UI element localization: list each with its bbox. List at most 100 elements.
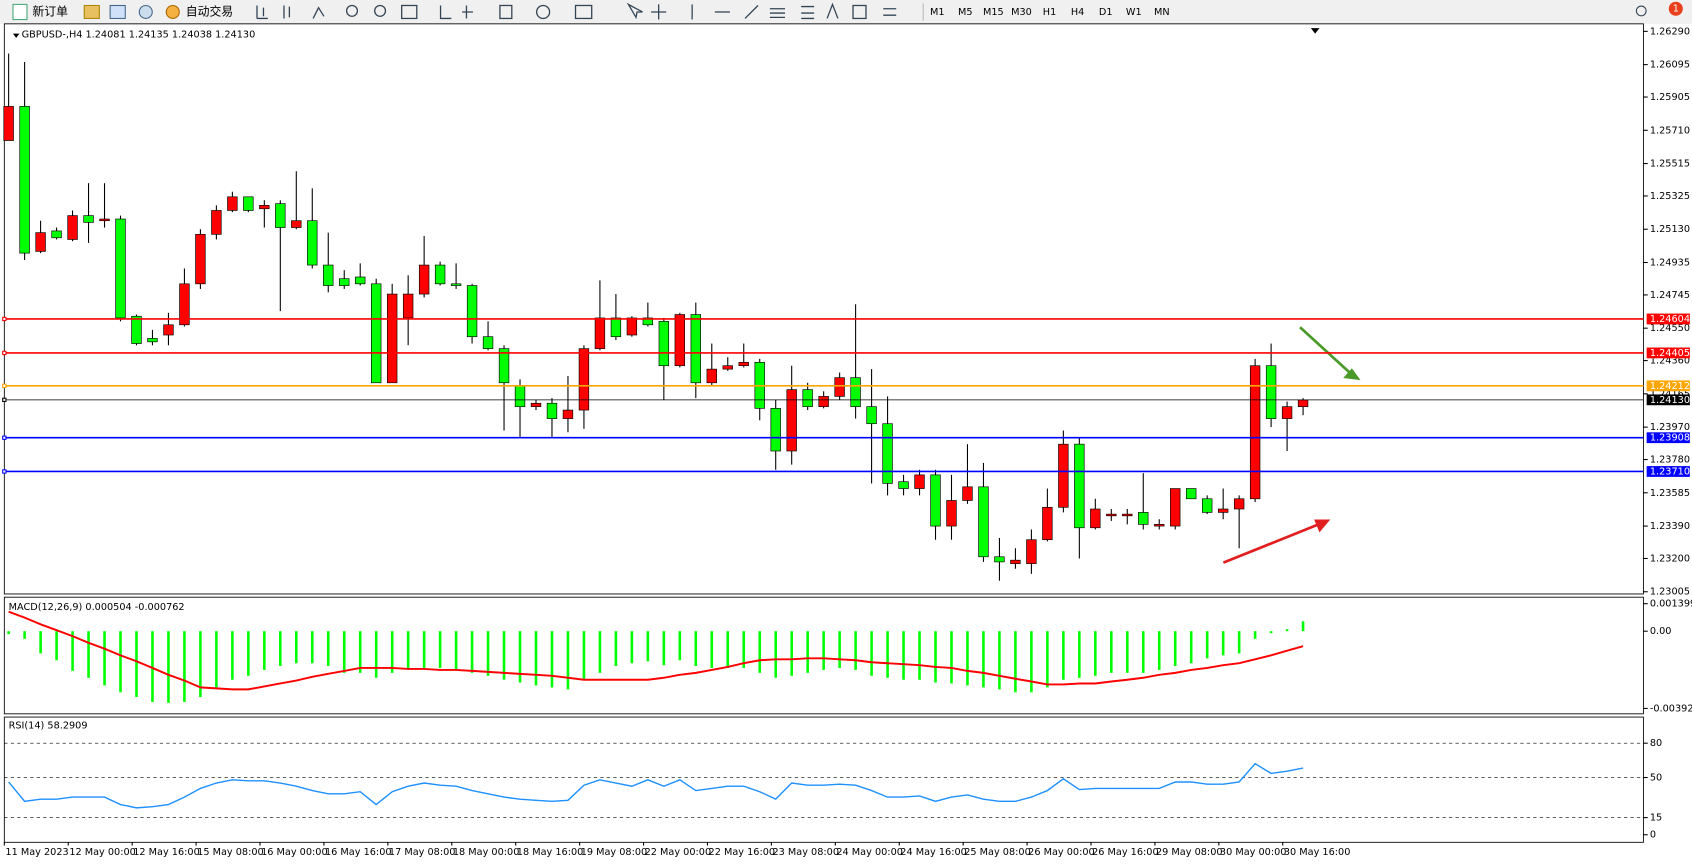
- macd-bar: [374, 631, 378, 678]
- x-tick-label: 26 May 00:00: [1028, 847, 1095, 858]
- chart-title: GBPUSD-,H4 1.24081 1.24135 1.24038 1.241…: [22, 30, 256, 41]
- macd-bar: [790, 631, 793, 676]
- candle-body: [1154, 524, 1165, 527]
- macd-bar: [662, 631, 666, 666]
- candle-body: [530, 402, 542, 407]
- panel-menu[interactable]: [12, 33, 20, 38]
- candle-body: [386, 293, 398, 384]
- candle-body: [802, 389, 813, 407]
- macd-bar: [167, 631, 170, 703]
- candle-body: [418, 264, 430, 295]
- timeframe-button[interactable]: M15: [983, 7, 1004, 18]
- icon[interactable]: [83, 4, 100, 19]
- macd-bar: [870, 631, 873, 676]
- candle-body: [994, 556, 1005, 563]
- candle-body: [658, 321, 670, 367]
- price-tag-label: 1.23710: [1650, 466, 1690, 477]
- x-tick-label: 24 May 00:00: [836, 847, 903, 858]
- candle-body: [195, 234, 206, 285]
- rsi-title: RSI(14) 58.2909: [9, 721, 88, 732]
- search-icon[interactable]: [1635, 5, 1647, 17]
- y-tick-label: 0.001399: [1650, 599, 1692, 610]
- candle-body: [35, 232, 46, 252]
- macd-bar: [630, 631, 634, 664]
- macd-bar: [934, 631, 937, 683]
- level-anchor: [2, 350, 7, 356]
- timeframe-button[interactable]: M30: [1011, 7, 1032, 18]
- macd-bar: [87, 631, 90, 678]
- new-order-icon[interactable]: [12, 3, 28, 21]
- macd-bar: [438, 631, 442, 668]
- auto-trading-icon[interactable]: [165, 4, 180, 19]
- candle-body: [642, 317, 654, 326]
- candle-body: [307, 220, 318, 266]
- macd-bar: [183, 631, 186, 702]
- candle-body: [83, 215, 94, 223]
- y-tick-label: 1.23970: [1650, 422, 1690, 433]
- timeframe-button[interactable]: H1: [1043, 7, 1056, 18]
- candle-body: [498, 348, 510, 384]
- y-tick-label: 1.25515: [1650, 159, 1690, 170]
- candle-body: [1265, 365, 1277, 419]
- auto-trading[interactable]: 自动交易: [186, 4, 233, 18]
- candle-body: [594, 317, 606, 349]
- y-tick-label: 1.23780: [1650, 455, 1690, 466]
- shift-marker: [1310, 28, 1320, 34]
- timeframe-button[interactable]: M1: [930, 7, 945, 18]
- candle-body: [930, 474, 941, 527]
- macd-bar: [215, 631, 218, 688]
- price-tag: [1646, 432, 1690, 444]
- candle-body: [914, 474, 925, 489]
- x-tick-label: 26 May 16:00: [1092, 847, 1159, 858]
- macd-bar: [1253, 631, 1257, 639]
- candle-body: [450, 283, 462, 286]
- candle-body: [786, 389, 797, 452]
- macd-bar: [854, 631, 857, 670]
- timeframe-button[interactable]: M5: [958, 7, 973, 18]
- x-tick-label: 19 May 08:00: [581, 847, 648, 858]
- macd-bar: [1301, 621, 1305, 632]
- macd-bar: [838, 631, 841, 668]
- x-tick-label: 22 May 00:00: [645, 847, 712, 858]
- candle-body: [1249, 365, 1261, 500]
- macd-bar: [310, 631, 314, 664]
- macd-bar: [646, 631, 650, 662]
- x-tick-label: 22 May 16:00: [709, 847, 776, 858]
- notification-badge[interactable]: [1668, 1, 1683, 16]
- macd-bar: [1030, 631, 1033, 693]
- timeframes: M1 M5 M15 M30 H1 H4 D1 W1 MN: [930, 7, 1170, 18]
- candle-body: [434, 264, 446, 285]
- candle-body: [371, 283, 382, 384]
- macd-bar: [1125, 631, 1129, 673]
- timeframe-button[interactable]: H4: [1071, 7, 1084, 18]
- macd-bar: [342, 631, 346, 673]
- candle-body: [1010, 559, 1021, 564]
- timeframe-button[interactable]: W1: [1126, 7, 1142, 18]
- candle-body: [466, 285, 478, 338]
- timeframe-button[interactable]: D1: [1099, 7, 1113, 18]
- macd-bar: [774, 631, 778, 678]
- macd-bar: [566, 631, 570, 690]
- notification-count: 1: [1673, 4, 1679, 15]
- macd-bar: [1094, 631, 1097, 676]
- level-anchor: [2, 316, 7, 322]
- tool-icons[interactable]: [256, 2, 897, 20]
- macd-bar: [1046, 631, 1049, 688]
- candle-body: [243, 196, 254, 211]
- macd-title: MACD(12,26,9) 0.000504 -0.000762: [9, 602, 185, 613]
- macd-bar: [534, 631, 538, 686]
- price-tag-label: 1.23908: [1650, 433, 1690, 444]
- macd-bar: [486, 631, 490, 676]
- y-tick-label: 0.00: [1650, 626, 1672, 637]
- icon[interactable]: [109, 4, 126, 19]
- candle-body: [211, 210, 222, 235]
- x-tick-label: 17 May 08:00: [389, 847, 456, 858]
- candle-body: [610, 317, 622, 338]
- icon[interactable]: [138, 4, 153, 19]
- candle-body: [1074, 443, 1085, 529]
- y-tick-label: 1.25325: [1650, 191, 1690, 202]
- candle-body: [546, 402, 558, 419]
- new-order[interactable]: 新订单: [32, 4, 68, 18]
- timeframe-button[interactable]: MN: [1154, 7, 1170, 18]
